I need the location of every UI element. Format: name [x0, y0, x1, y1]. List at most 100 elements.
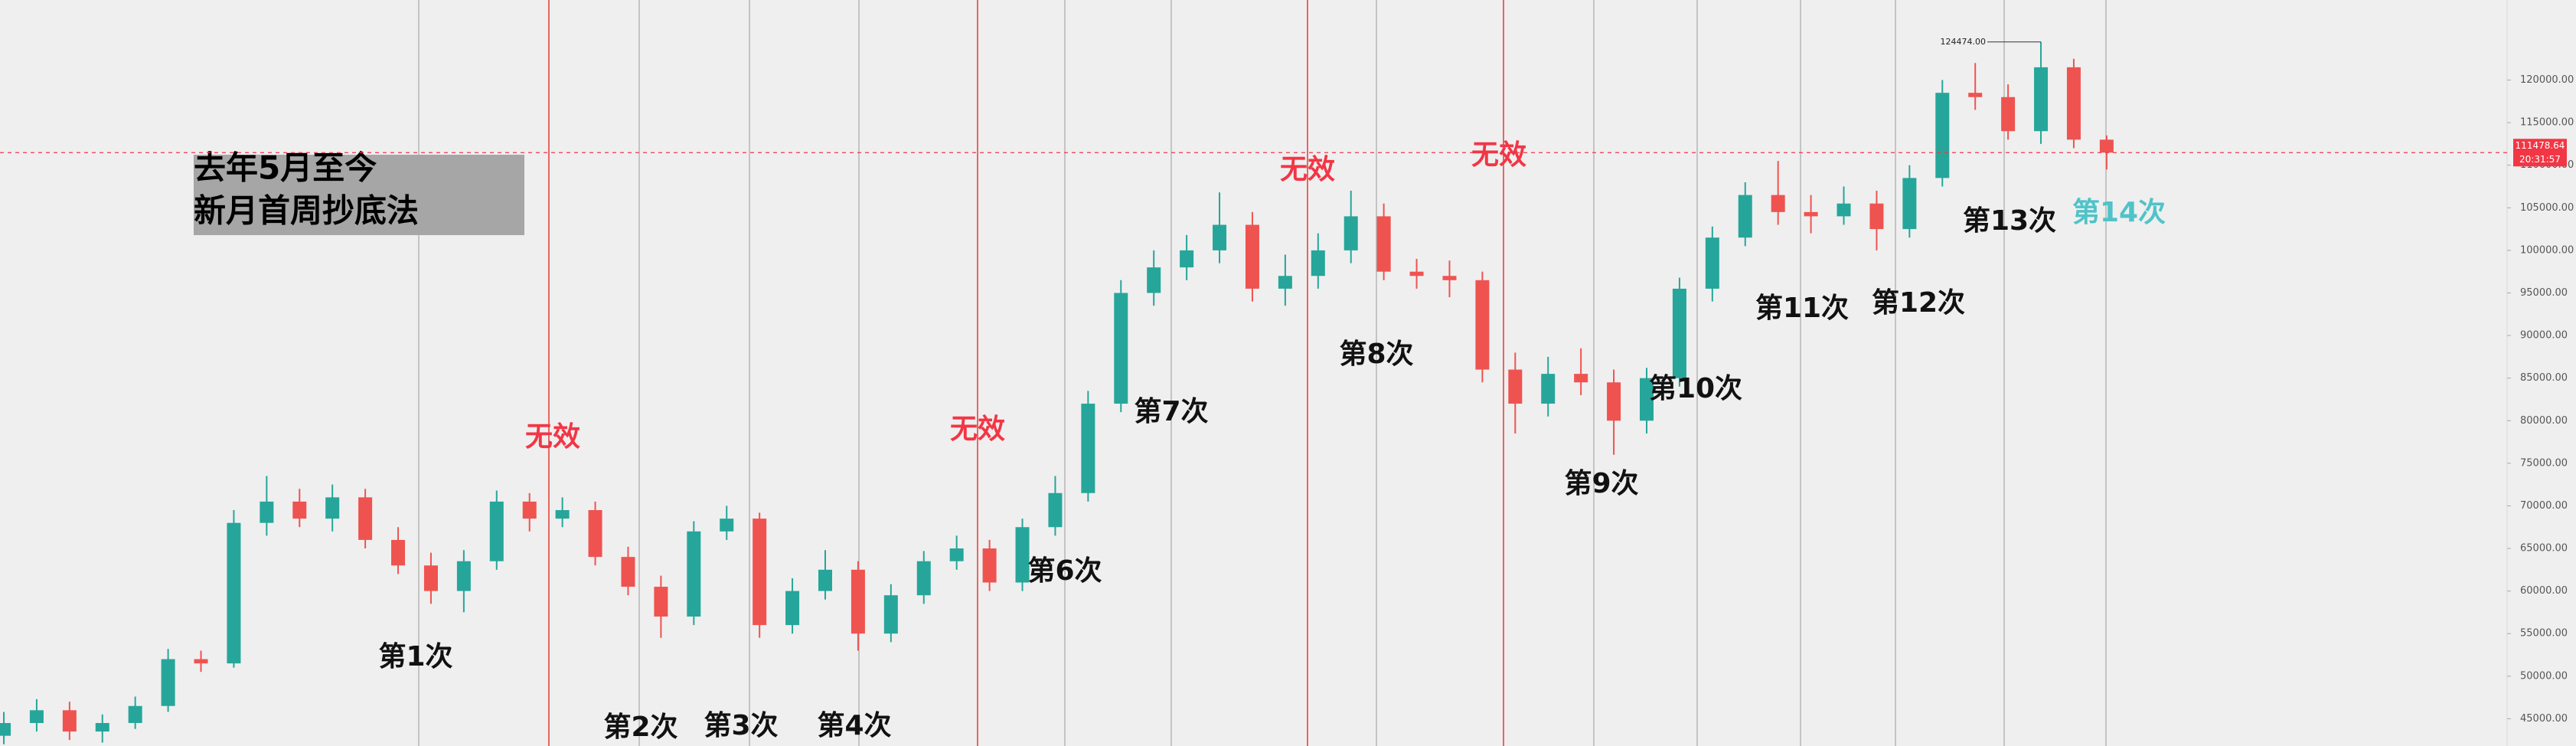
candle-body [949, 548, 964, 561]
title-line: 去年5月至今 [194, 149, 377, 187]
candle-body [1147, 267, 1161, 293]
candle-body [588, 510, 602, 558]
y-tick-label: 70000.00 [2520, 500, 2568, 512]
candle-body [2034, 67, 2049, 132]
annotation: 第14次 [2072, 197, 2166, 228]
annotation: 第3次 [704, 710, 778, 741]
annotation: 无效 [525, 421, 580, 453]
annotation: 第13次 [1963, 205, 2056, 237]
y-tick-label: 80000.00 [2520, 415, 2568, 427]
candle-body [1738, 195, 1752, 238]
max-marker-label: 124474.00 [1941, 37, 1987, 47]
candle-body [29, 710, 44, 723]
candle-body [194, 659, 208, 664]
candle-body [260, 501, 274, 523]
y-tick-label: 120000.00 [2520, 74, 2574, 86]
annotation: 第11次 [1755, 293, 1849, 324]
annotation: 无效 [1471, 139, 1526, 171]
annotation: 第4次 [817, 710, 891, 741]
candle-body [2066, 67, 2081, 140]
candle-body [1508, 369, 1523, 404]
candle-body [1640, 378, 1654, 421]
candle-body [1475, 280, 1490, 370]
y-tick-label: 95000.00 [2520, 287, 2568, 299]
annotation: 第12次 [1872, 287, 1965, 319]
candle-body [2099, 139, 2114, 153]
candle-body [654, 587, 668, 617]
overlays: 去年5月至今 新月首周抄底法 [194, 149, 524, 235]
candle-body [358, 497, 373, 540]
candle-body [1607, 382, 1621, 421]
candles [0, 41, 2114, 744]
candle-body [687, 531, 701, 617]
title-line: 新月首周抄底法 [194, 192, 419, 230]
countdown-label: 20:31:57 [2519, 154, 2561, 165]
candle-body [1902, 178, 1917, 230]
candle-body [1771, 195, 1785, 212]
candle-body [1672, 288, 1686, 378]
candle-body [753, 519, 767, 626]
candle-body [1376, 216, 1391, 272]
annotation: 第7次 [1134, 396, 1208, 427]
candle-body [1935, 93, 1950, 178]
annotation: 第9次 [1564, 468, 1638, 499]
candle-body [325, 497, 340, 519]
annotation: 第2次 [603, 712, 677, 743]
candle-body [1081, 404, 1095, 493]
candle-body [1213, 224, 1227, 250]
annotation: 第8次 [1339, 339, 1413, 370]
candle-body [818, 569, 832, 591]
candle-body [292, 501, 307, 519]
candle-body [128, 705, 142, 723]
candle-body [456, 561, 471, 591]
y-tick-label: 65000.00 [2520, 543, 2568, 555]
last-price-label: 111478.64 [2516, 140, 2565, 151]
annotation: 第10次 [1649, 373, 1742, 404]
y-tick-label: 45000.00 [2520, 713, 2568, 725]
y-tick-label: 55000.00 [2520, 628, 2568, 640]
candle-body [621, 557, 635, 587]
candle-body [1442, 276, 1457, 280]
candle-body [1869, 203, 1884, 230]
last-price-box [2513, 139, 2567, 167]
candle-body [489, 501, 504, 561]
y-tick-label: 50000.00 [2520, 670, 2568, 682]
y-tick-label: 90000.00 [2520, 330, 2568, 342]
y-tick-label: 100000.00 [2520, 244, 2574, 256]
candle-body [1278, 276, 1292, 289]
annotation: 第1次 [378, 641, 452, 672]
candle-body [1180, 250, 1194, 268]
candle-body [851, 569, 865, 634]
annotation: 第6次 [1027, 555, 1102, 587]
candle-body [161, 659, 175, 706]
candle-body [720, 519, 734, 532]
candle-body [227, 522, 241, 664]
y-tick-label: 115000.00 [2520, 117, 2574, 129]
cycle-lines [418, 0, 2107, 746]
candle-body [2001, 97, 2016, 132]
candle-body [1015, 527, 1030, 583]
y-tick-label: 105000.00 [2520, 202, 2574, 214]
candle-body [1245, 224, 1259, 289]
candle-body [391, 539, 406, 566]
annotation: 无效 [950, 414, 1005, 445]
candle-body [62, 710, 77, 732]
candle-body [1804, 211, 1818, 217]
candle-body [1048, 492, 1063, 528]
candle-body [1541, 374, 1556, 404]
annotation: 无效 [1280, 154, 1335, 185]
y-tick-label: 85000.00 [2520, 372, 2568, 384]
candle-body [1705, 237, 1719, 289]
candle-body [916, 561, 931, 596]
candle-body [555, 510, 570, 519]
candle-body [1344, 216, 1358, 250]
candle-body [1311, 250, 1325, 276]
candle-body [1574, 374, 1588, 383]
candle-body [1837, 203, 1851, 217]
y-tick-label: 75000.00 [2520, 457, 2568, 469]
candle-body [95, 722, 109, 732]
candle-body [982, 548, 997, 583]
candle-body [1114, 293, 1128, 404]
